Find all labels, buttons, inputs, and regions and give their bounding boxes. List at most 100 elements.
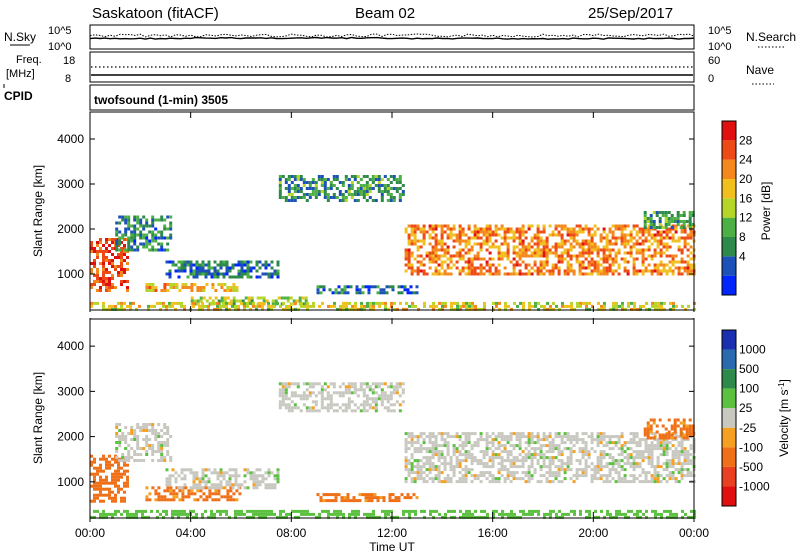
power-cell	[596, 272, 600, 276]
power-cell	[407, 236, 411, 240]
power-cell	[133, 242, 137, 246]
nave-tick-top: 60	[708, 55, 720, 67]
power-cell	[276, 269, 280, 273]
vel-cell	[561, 515, 564, 519]
vel-cell	[352, 496, 356, 500]
vel-cell	[590, 441, 594, 445]
vel-cell	[486, 512, 489, 516]
vel-cell	[410, 477, 414, 481]
power-cell	[371, 178, 375, 181]
vel-cell	[347, 382, 351, 386]
power-cell	[629, 233, 633, 237]
vel-cell	[674, 447, 678, 451]
vel-cell	[578, 447, 582, 451]
vel-cell	[211, 492, 215, 496]
power-cell	[662, 251, 666, 255]
power-cell	[118, 221, 122, 225]
vel-cell	[273, 486, 277, 490]
vel-cell	[358, 493, 362, 497]
vel-cell	[506, 453, 510, 457]
vel-cell	[363, 512, 366, 516]
power-cell	[284, 187, 288, 190]
vel-cell	[130, 447, 134, 450]
vel-cell	[184, 495, 188, 499]
vel-cell	[118, 435, 122, 438]
power-cell	[246, 301, 249, 305]
power-cell	[654, 301, 657, 305]
power-cell	[108, 250, 111, 253]
power-cell	[464, 260, 468, 264]
vel-cell	[506, 435, 510, 439]
power-cell	[235, 289, 239, 292]
power-cell	[350, 175, 354, 178]
vel-cell	[566, 456, 570, 460]
vel-cell	[632, 477, 636, 481]
vel-cell	[441, 515, 444, 519]
vel-cell	[464, 468, 468, 472]
vel-cell	[689, 453, 693, 457]
vel-cell	[338, 394, 342, 398]
vel-cell	[557, 465, 561, 469]
vel-cell	[189, 471, 193, 475]
vel-cell	[371, 388, 375, 392]
power-cell	[632, 266, 636, 270]
vel-cell	[548, 444, 552, 448]
vel-cell	[228, 515, 231, 519]
power-cell	[560, 227, 564, 231]
power-cell	[590, 272, 594, 276]
power-cell	[536, 245, 540, 249]
vel-cell	[404, 462, 408, 466]
vel-cell	[350, 400, 354, 404]
power-cell	[434, 266, 438, 270]
power-cell	[171, 301, 174, 305]
vel-cell	[635, 477, 639, 481]
power-cell	[575, 224, 579, 228]
vel-cell	[573, 512, 576, 516]
vel-cell	[675, 515, 678, 519]
vel-cell	[542, 432, 546, 436]
vel-cell	[117, 487, 120, 491]
power-cell	[536, 227, 540, 231]
vel-cell	[210, 471, 214, 475]
power-cell	[597, 307, 600, 311]
vel-cell	[501, 515, 504, 519]
power-cell	[626, 233, 630, 237]
power-cell	[111, 283, 114, 286]
vel-cell	[665, 474, 669, 478]
vel-cell	[644, 471, 648, 475]
power-cell	[123, 301, 126, 305]
power-cell	[105, 280, 108, 283]
power-cell	[542, 263, 546, 267]
power-cell	[542, 230, 546, 234]
power-cell	[428, 233, 432, 237]
power-cell	[668, 254, 672, 258]
vel-cell	[368, 403, 372, 407]
power-cell	[198, 263, 202, 267]
vel-cell	[530, 474, 534, 478]
vel-cell	[563, 441, 567, 445]
power-cell	[506, 254, 510, 258]
power-cell	[660, 301, 663, 305]
power-cell	[542, 266, 546, 270]
vel-cell	[686, 456, 690, 460]
power-cell	[593, 269, 597, 273]
vel-cell	[343, 496, 347, 500]
vel-cell	[539, 456, 543, 460]
vel-cell	[632, 441, 636, 445]
power-cell	[479, 266, 483, 270]
vel-cell	[308, 409, 312, 413]
vel-cell	[341, 382, 345, 386]
vel-cell	[243, 474, 247, 478]
power-cell	[136, 245, 140, 249]
vel-cell	[404, 468, 408, 472]
vel-cell	[452, 468, 456, 472]
vel-cell	[599, 477, 603, 481]
vel-cell	[258, 509, 261, 513]
power-cell	[578, 254, 582, 258]
vel-cell	[533, 447, 537, 451]
vel-cell	[602, 480, 606, 484]
vel-cell	[392, 391, 396, 395]
power-cell	[554, 254, 558, 258]
vel-cell	[413, 441, 417, 445]
power-cell	[388, 285, 392, 289]
